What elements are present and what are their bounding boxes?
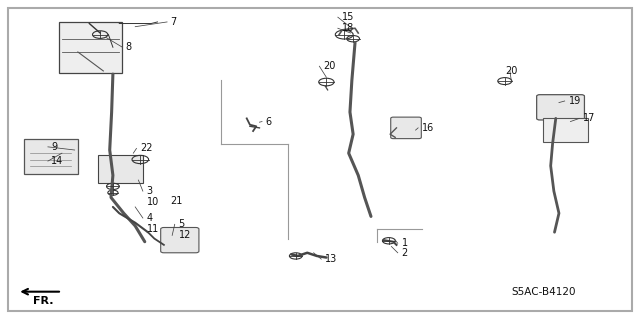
Text: S5AC-B4120: S5AC-B4120 <box>511 287 575 297</box>
Text: 13: 13 <box>325 254 337 264</box>
FancyBboxPatch shape <box>24 139 78 174</box>
FancyBboxPatch shape <box>391 117 421 139</box>
Text: 12: 12 <box>179 230 191 241</box>
Text: 5: 5 <box>179 219 185 229</box>
Text: 21: 21 <box>170 196 182 206</box>
Text: 7: 7 <box>170 17 177 27</box>
Text: 8: 8 <box>125 42 132 52</box>
Text: 20: 20 <box>505 66 517 76</box>
Text: 14: 14 <box>51 156 63 166</box>
Text: 1: 1 <box>401 238 408 248</box>
Text: 20: 20 <box>323 61 335 71</box>
FancyBboxPatch shape <box>537 95 584 120</box>
Text: 10: 10 <box>147 197 159 207</box>
Text: 19: 19 <box>568 96 580 106</box>
FancyBboxPatch shape <box>59 22 122 72</box>
Text: 22: 22 <box>140 144 153 153</box>
Text: 3: 3 <box>147 186 153 196</box>
Text: 9: 9 <box>51 142 57 152</box>
FancyBboxPatch shape <box>543 118 588 142</box>
Text: 2: 2 <box>401 248 408 258</box>
Text: 15: 15 <box>342 12 355 22</box>
Text: 6: 6 <box>266 116 272 127</box>
Text: FR.: FR. <box>33 296 53 306</box>
FancyBboxPatch shape <box>8 8 632 311</box>
Text: 4: 4 <box>147 213 153 223</box>
Text: 11: 11 <box>147 224 159 234</box>
Text: 17: 17 <box>583 113 596 123</box>
FancyBboxPatch shape <box>161 227 199 253</box>
Text: 16: 16 <box>422 123 434 133</box>
Text: 18: 18 <box>342 23 355 33</box>
FancyBboxPatch shape <box>99 155 143 182</box>
